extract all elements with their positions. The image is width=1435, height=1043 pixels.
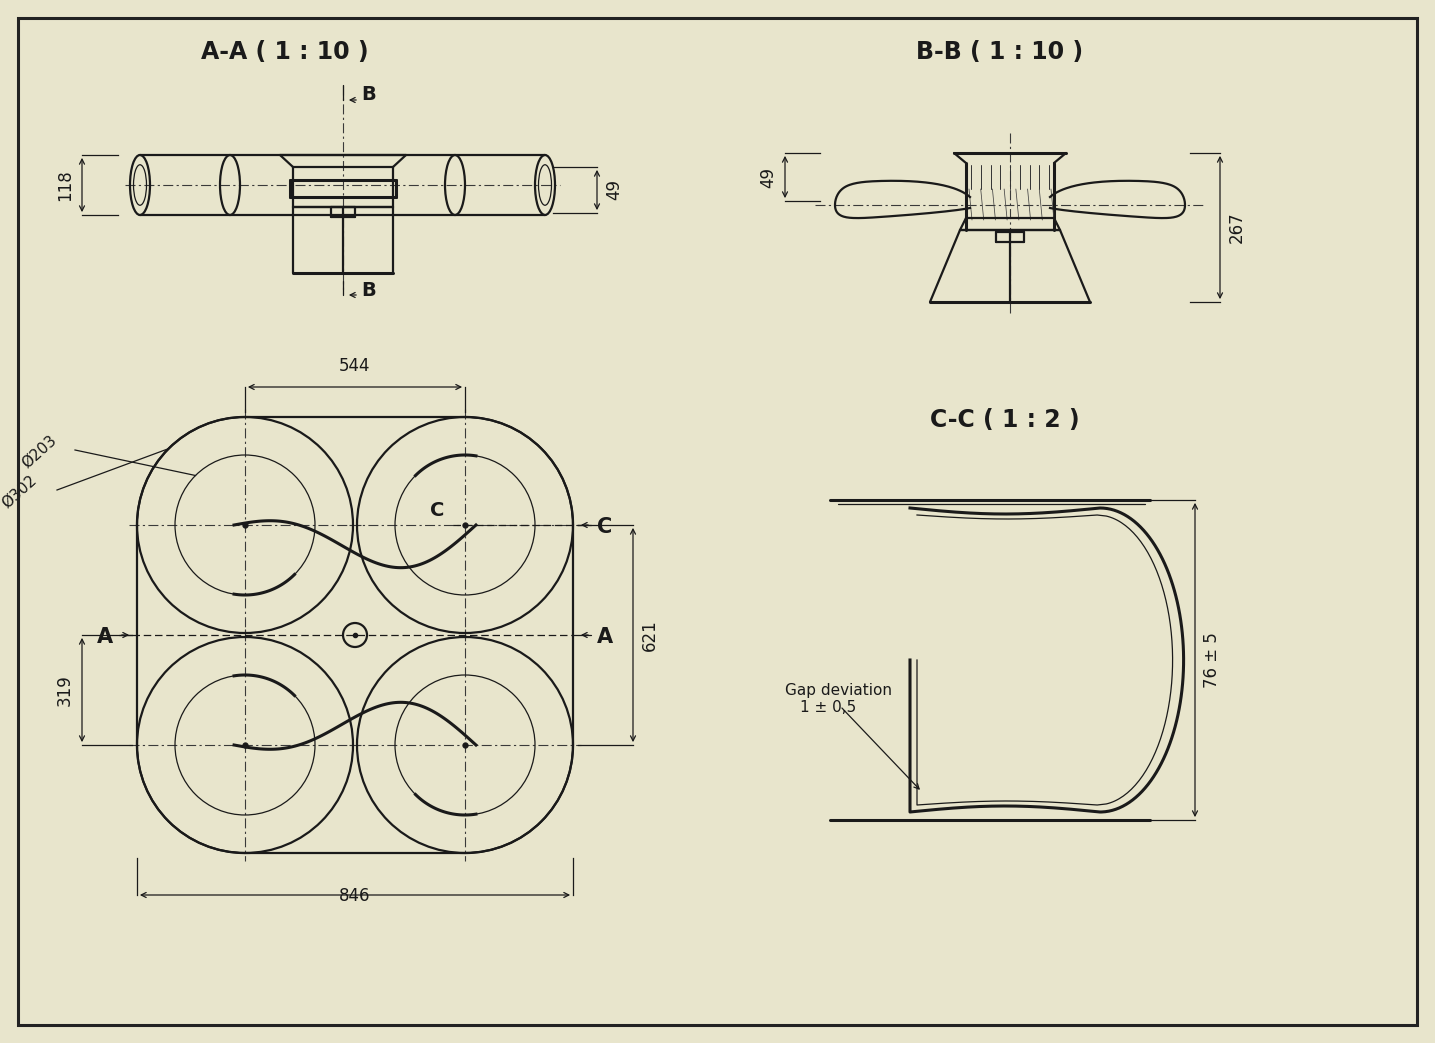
Text: Gap deviation: Gap deviation [785,682,893,698]
Text: B: B [362,86,376,104]
Text: C-C ( 1 : 2 ): C-C ( 1 : 2 ) [930,408,1079,432]
Text: C: C [597,517,613,537]
Text: 319: 319 [56,674,75,706]
Text: 1 ± 0,5: 1 ± 0,5 [799,701,857,715]
Text: C: C [430,502,445,520]
Text: B: B [362,282,376,300]
Text: 118: 118 [56,169,75,201]
Text: 621: 621 [641,620,659,651]
Text: 49: 49 [606,179,623,200]
Text: A: A [98,627,113,647]
Text: Ø203: Ø203 [19,433,59,471]
Text: B-B ( 1 : 10 ): B-B ( 1 : 10 ) [917,40,1083,64]
Text: 544: 544 [339,357,370,375]
Text: 49: 49 [759,167,776,188]
Text: A: A [597,627,613,647]
Text: 846: 846 [339,887,370,905]
Text: Ø302: Ø302 [0,472,39,511]
Text: A-A ( 1 : 10 ): A-A ( 1 : 10 ) [201,40,369,64]
Text: 76 ± 5: 76 ± 5 [1203,632,1221,688]
Text: 267: 267 [1228,212,1246,243]
